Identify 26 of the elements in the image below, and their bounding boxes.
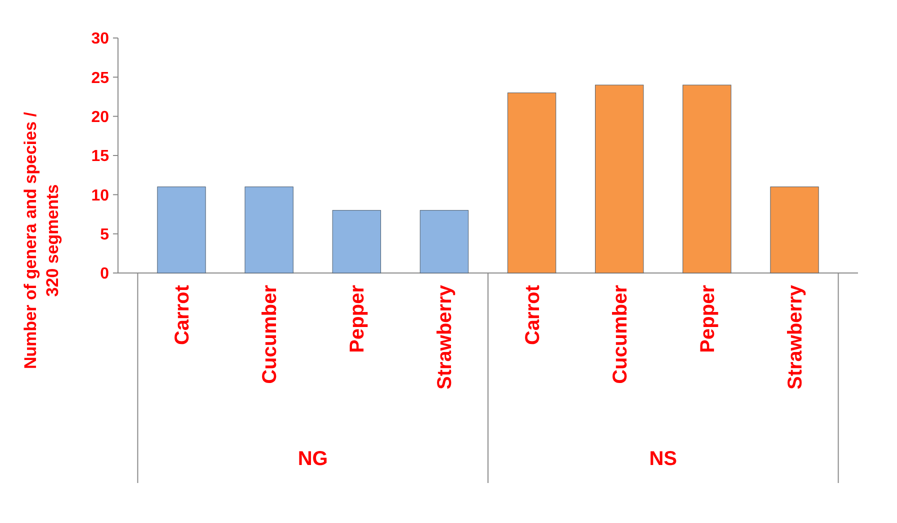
x-tick-label: Carrot xyxy=(522,284,544,346)
x-tick-label: Pepper xyxy=(696,284,719,353)
y-tick-label: 10 xyxy=(91,187,110,204)
x-tick-label: Strawberry xyxy=(784,284,807,390)
x-tick-label: Cucumber xyxy=(259,284,282,384)
bar xyxy=(682,84,732,274)
bar xyxy=(770,186,819,274)
bar xyxy=(595,84,644,274)
x-tick-label: Strawberry xyxy=(434,284,456,390)
x-tick-label: Carrot xyxy=(171,284,194,346)
y-tick-label: 30 xyxy=(91,30,110,48)
y-axis-title: Number of genera and species / 320 segments xyxy=(20,112,62,369)
bar xyxy=(244,186,294,274)
y-tick-label: 5 xyxy=(100,226,110,244)
x-tick-label: Pepper xyxy=(346,284,369,353)
bar xyxy=(507,92,556,274)
bar xyxy=(332,210,381,274)
bar xyxy=(420,210,469,274)
y-tick-label: 20 xyxy=(91,108,110,126)
y-tick-label: 25 xyxy=(91,70,110,87)
text: NS xyxy=(649,448,678,470)
text: NG xyxy=(298,448,328,470)
y-tick-label: 15 xyxy=(91,148,110,166)
y-tick-label: 0 xyxy=(100,266,110,283)
x-tick-label: Cucumber xyxy=(609,284,632,384)
bar xyxy=(157,186,206,274)
